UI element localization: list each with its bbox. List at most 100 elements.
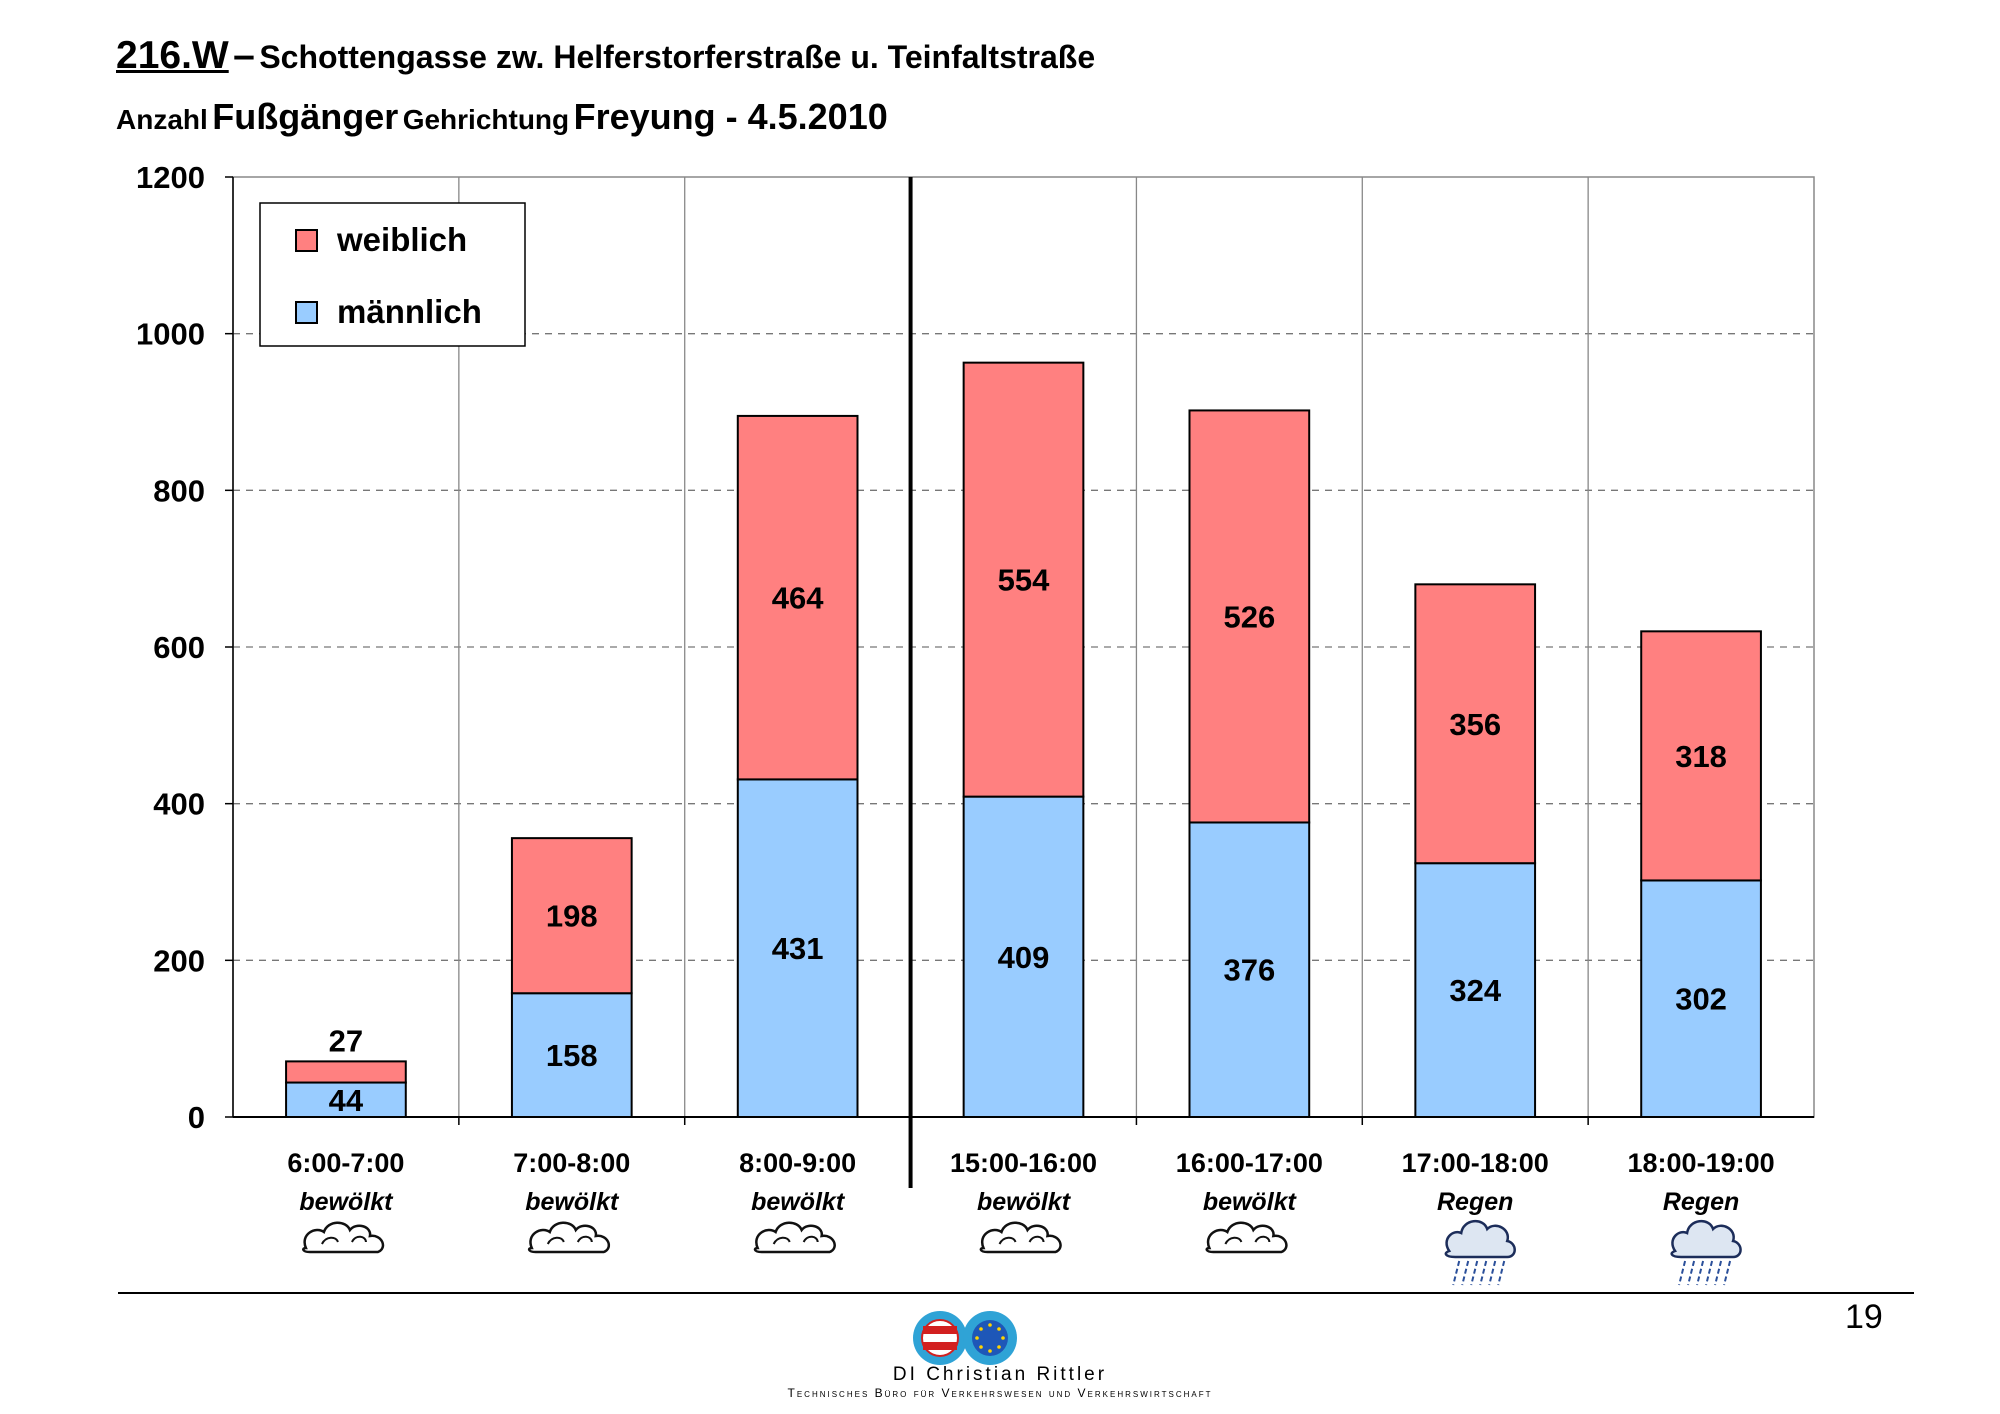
- rain-drop: [1461, 1260, 1470, 1286]
- cloud-icon: [1205, 1221, 1288, 1254]
- cloud-detail: [1224, 1235, 1271, 1245]
- x-tick-label: 8:00-9:00: [739, 1148, 856, 1178]
- y-tick-label: 0: [188, 1100, 205, 1135]
- page-number: 19: [1845, 1298, 1883, 1336]
- subject-label: Fußgänger: [212, 96, 399, 137]
- title-dash: –: [233, 34, 255, 77]
- cloud-icon: [302, 1221, 385, 1254]
- rain-drop: [1497, 1260, 1506, 1286]
- cloud-icon: [527, 1221, 611, 1254]
- weather-label: bewölkt: [1203, 1188, 1298, 1216]
- cloud-detail: [998, 1235, 1045, 1245]
- technisches-buero-ingenieurbuero-logo-icon: [913, 1311, 1017, 1365]
- rain-cloud-shape: [1444, 1220, 1516, 1259]
- data-label: 431: [772, 931, 824, 966]
- cloud-shape: [753, 1221, 836, 1254]
- station-code: 216.W: [116, 34, 229, 77]
- y-tick-label: 1000: [136, 317, 205, 352]
- rain-drop: [1696, 1260, 1705, 1286]
- direction-label: Gehrichtung: [402, 104, 570, 135]
- data-label: 464: [772, 581, 824, 616]
- chart-axes: 0 200 400 600 800 1000 1200 6:00-7:00 bewölkt 7:0…: [136, 160, 1814, 1286]
- rain-drop: [1678, 1260, 1687, 1286]
- x-tick-label: 16:00-17:00: [1176, 1148, 1323, 1178]
- count-label: Anzahl: [116, 104, 208, 135]
- cloud-icon: [753, 1221, 836, 1254]
- bar-männlich: [1188, 821, 1311, 1118]
- cloud-detail: [546, 1235, 593, 1245]
- bar-männlich: [962, 795, 1085, 1118]
- data-label: 318: [1675, 739, 1727, 774]
- weather-label: Regen: [1437, 1188, 1513, 1216]
- data-label: 554: [998, 563, 1050, 598]
- stacked-bar-chart: 44 27 158 198 431 464 409 554 376 526 324 356 302 318…: [136, 160, 1815, 1286]
- author-name: DI Christian Rittler: [892, 1364, 1108, 1385]
- direction-value: Freyung - 4.5.2010: [573, 96, 888, 137]
- legend-label: weiblich: [336, 221, 467, 258]
- weather-label: bewölkt: [299, 1188, 394, 1216]
- bar-männlich: [285, 1081, 407, 1118]
- bar-weiblich: [1640, 630, 1762, 882]
- x-tick-label: 15:00-16:00: [950, 1148, 1097, 1178]
- y-tick-label: 1200: [136, 160, 205, 195]
- bar-weiblich: [1414, 583, 1537, 865]
- x-tick-label: 7:00-8:00: [513, 1148, 630, 1178]
- data-label: 302: [1675, 982, 1727, 1017]
- cloud-shape: [527, 1221, 611, 1254]
- cloud-detail: [772, 1235, 819, 1245]
- data-label: 158: [546, 1038, 598, 1073]
- chart-bars: 44 27 158 198 431 464 409 554 376 526 324 356 302 318: [285, 361, 1762, 1119]
- bar-männlich: [1640, 879, 1762, 1119]
- y-tick-label: 400: [153, 787, 205, 822]
- rain-cloud-shape: [1670, 1220, 1742, 1259]
- data-label: 27: [329, 1023, 363, 1058]
- data-label: 44: [329, 1083, 364, 1118]
- legend-swatch-männlich: [295, 301, 318, 324]
- weather-label: bewölkt: [525, 1188, 620, 1216]
- rain-drop: [1714, 1260, 1723, 1286]
- rain-drop: [1479, 1260, 1488, 1286]
- page-title: 216.W – Schottengasse zw. Helferstorfers…: [116, 34, 1095, 78]
- rain-drop: [1470, 1260, 1479, 1286]
- weather-label: bewölkt: [751, 1188, 846, 1216]
- data-label: 526: [1223, 599, 1275, 634]
- rain-drop: [1488, 1260, 1497, 1286]
- rain-drop: [1452, 1260, 1461, 1286]
- x-tick-label: 18:00-19:00: [1628, 1148, 1775, 1178]
- rain-cloud-icon: [1444, 1220, 1516, 1286]
- page-subtitle: Anzahl Fußgänger Gehrichtung Freyung - 4…: [116, 96, 888, 138]
- rain-drop: [1687, 1260, 1696, 1286]
- data-label: 376: [1223, 953, 1275, 988]
- bar-weiblich: [1188, 409, 1311, 824]
- bar-weiblich: [736, 414, 859, 781]
- legend-swatch-weiblich: [295, 229, 318, 252]
- rain-cloud-icon: [1670, 1220, 1742, 1286]
- x-tick-label: 17:00-18:00: [1402, 1148, 1549, 1178]
- data-label: 324: [1449, 973, 1501, 1008]
- weather-label: Regen: [1663, 1188, 1739, 1216]
- bar-weiblich: [285, 1060, 407, 1084]
- rain-drop: [1705, 1260, 1714, 1286]
- data-label: 198: [546, 899, 598, 934]
- data-label: 356: [1449, 707, 1501, 742]
- bar-männlich: [1414, 862, 1537, 1119]
- chart-legend: weiblich männlich: [259, 202, 526, 347]
- y-tick-label: 600: [153, 630, 205, 665]
- y-tick-label: 200: [153, 943, 205, 978]
- bar-männlich: [736, 778, 859, 1119]
- weather-label: bewölkt: [977, 1188, 1072, 1216]
- cloud-shape: [302, 1221, 385, 1254]
- bar-weiblich: [962, 361, 1085, 798]
- y-tick-label: 800: [153, 473, 205, 508]
- cloud-shape: [1205, 1221, 1288, 1254]
- cloud-detail: [321, 1235, 367, 1245]
- bar-weiblich: [510, 837, 633, 995]
- footer-divider: [118, 1292, 1914, 1294]
- rain-drop: [1723, 1260, 1732, 1286]
- x-tick-label: 6:00-7:00: [287, 1148, 404, 1178]
- station-street: Schottengasse zw. Helferstorferstraße u.…: [259, 39, 1096, 75]
- company-name: Technisches Büro für Verkehrswesen und V…: [787, 1386, 1213, 1400]
- cloud-icon: [979, 1221, 1062, 1254]
- data-label: 409: [998, 940, 1050, 975]
- legend-label: männlich: [337, 293, 482, 330]
